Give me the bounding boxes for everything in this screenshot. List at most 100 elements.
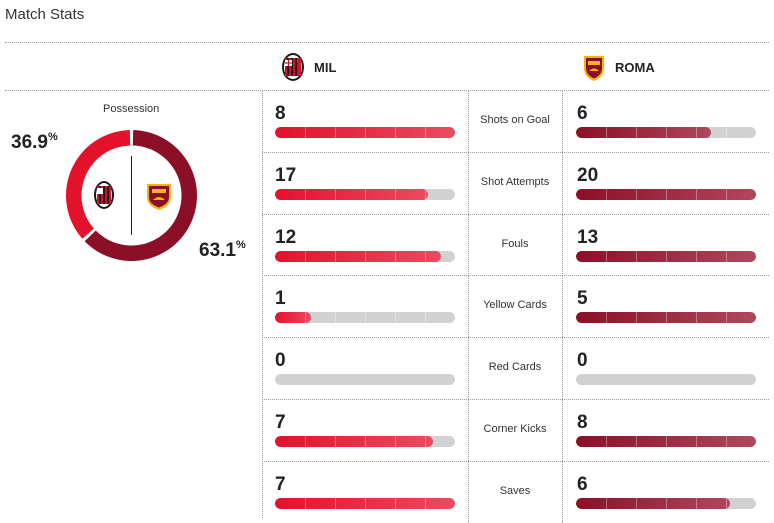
- stat-bar-segment-divider: [606, 251, 607, 262]
- stat-bar-segment-divider: [365, 498, 366, 509]
- stat-bar-segment-divider: [726, 127, 727, 138]
- stat-bar-segment-divider: [606, 498, 607, 509]
- stat-bar-fill-away: [576, 312, 756, 323]
- stat-bar-segment-divider: [696, 436, 697, 447]
- stat-bar-segment-divider: [726, 189, 727, 200]
- stat-away-value: 6: [577, 103, 588, 124]
- stat-home-value: 0: [275, 350, 286, 371]
- team-abbr-away: ROMA: [615, 59, 655, 75]
- stat-bar-segment-divider: [395, 312, 396, 323]
- stat-away-value: 20: [577, 165, 599, 186]
- as-roma-crest-icon: [147, 184, 171, 210]
- stat-bar-fill-away: [576, 436, 756, 447]
- stat-label-cell-border: [468, 275, 469, 337]
- stat-bar-segment-divider: [606, 127, 607, 138]
- stat-bar-segment-divider: [395, 127, 396, 138]
- team-header-home[interactable]: MIL: [281, 48, 336, 86]
- stat-bar-segment-divider: [425, 498, 426, 509]
- stat-bar-track-home: [275, 189, 455, 200]
- possession-donut-chart: [66, 130, 197, 261]
- stat-row-divider: [262, 399, 769, 400]
- stat-bar-segment-divider: [666, 189, 667, 200]
- stat-bar-track-home: [275, 127, 455, 138]
- stat-bar-fill-home: [275, 436, 433, 447]
- stat-bar-fill-home: [275, 312, 426, 323]
- stat-bar-track-away: [576, 312, 756, 323]
- stat-bar-segment-divider: [395, 189, 396, 200]
- stat-bar-track-away: [576, 189, 756, 200]
- stat-bar-segment-divider: [395, 436, 396, 447]
- stat-label-cell-border: [562, 90, 563, 152]
- stat-label-cell-border: [562, 461, 563, 523]
- stat-bar-segment-divider: [335, 436, 336, 447]
- stat-bar-segment-divider: [305, 251, 306, 262]
- stat-bar-segment-divider: [365, 436, 366, 447]
- stat-bar-segment-divider: [305, 436, 306, 447]
- stat-home-value: 7: [275, 474, 286, 495]
- stat-row-divider: [262, 214, 769, 215]
- stat-bar-segment-divider: [335, 127, 336, 138]
- ac-milan-crest-icon: [94, 181, 114, 209]
- team-abbr-home: MIL: [314, 59, 337, 75]
- possession-away-unit: %: [235, 239, 246, 251]
- stat-away-value: 8: [577, 412, 588, 433]
- stat-bar-segment-divider: [365, 127, 366, 138]
- stat-bar-fill-away: [576, 251, 756, 262]
- stat-label-cell-border: [468, 461, 469, 523]
- stat-label-cell-border: [468, 90, 469, 152]
- stat-bar-segment-divider: [696, 189, 697, 200]
- stat-label: Shots on Goal: [480, 114, 550, 126]
- stat-bar-segment-divider: [305, 127, 306, 138]
- stat-bar-fill-home: [275, 127, 455, 138]
- stat-away-value: 5: [577, 288, 588, 309]
- stat-bar-segment-divider: [636, 498, 637, 509]
- stat-bar-segment-divider: [636, 251, 637, 262]
- stat-bar-segment-divider: [696, 498, 697, 509]
- stat-bar-fill-home: [275, 498, 455, 509]
- stat-bar-track-away: [576, 127, 756, 138]
- stat-bar-segment-divider: [726, 436, 727, 447]
- possession-away-value: 63.1%: [199, 239, 246, 261]
- stat-home-value: 7: [275, 412, 286, 433]
- team-header-away[interactable]: ROMA: [582, 48, 655, 86]
- stat-bar-segment-divider: [365, 312, 366, 323]
- stat-label-cell-border: [468, 152, 469, 214]
- stat-bar-track-away: [576, 251, 756, 262]
- stat-bar-segment-divider: [365, 251, 366, 262]
- stat-away-value: 13: [577, 227, 599, 248]
- possession-label: Possession: [103, 103, 160, 115]
- stat-bar-track-away: [576, 374, 756, 385]
- stats-grid-left-border: [262, 90, 263, 518]
- stat-home-value: 12: [275, 227, 297, 248]
- possession-away-number: 63.1: [199, 240, 236, 261]
- stat-label: Saves: [499, 485, 531, 497]
- stat-bar-segment-divider: [696, 251, 697, 262]
- stat-bar-track-home: [275, 498, 455, 509]
- stat-label-cell-border: [562, 214, 563, 276]
- possession-home-number: 36.9: [11, 132, 48, 153]
- stat-bar-segment-divider: [365, 189, 366, 200]
- stat-bar-segment-divider: [636, 312, 637, 323]
- stat-bar-segment-divider: [636, 127, 637, 138]
- stat-label: Yellow Cards: [483, 299, 547, 311]
- stat-row-divider: [262, 152, 769, 153]
- stat-bar-segment-divider: [666, 127, 667, 138]
- possession-arc-away: [84, 130, 197, 261]
- stat-label-cell-border: [562, 399, 563, 461]
- stat-bar-track-home: [275, 312, 455, 323]
- stat-bar-segment-divider: [606, 312, 607, 323]
- stat-bar-segment-divider: [335, 189, 336, 200]
- stat-bar-segment-divider: [666, 251, 667, 262]
- stat-bar-segment-divider: [425, 251, 426, 262]
- stat-bar-segment-divider: [425, 312, 426, 323]
- stat-bar-segment-divider: [335, 312, 336, 323]
- stat-bar-segment-divider: [696, 312, 697, 323]
- stat-bar-segment-divider: [425, 127, 426, 138]
- stat-row-divider: [262, 337, 769, 338]
- stat-bar-segment-divider: [395, 498, 396, 509]
- possession-home-value: 36.9%: [11, 131, 58, 153]
- stat-bar-segment-divider: [726, 312, 727, 323]
- stat-away-value: 0: [577, 350, 588, 371]
- stat-label-cell-border: [562, 337, 563, 399]
- possession-home-unit: %: [47, 131, 58, 143]
